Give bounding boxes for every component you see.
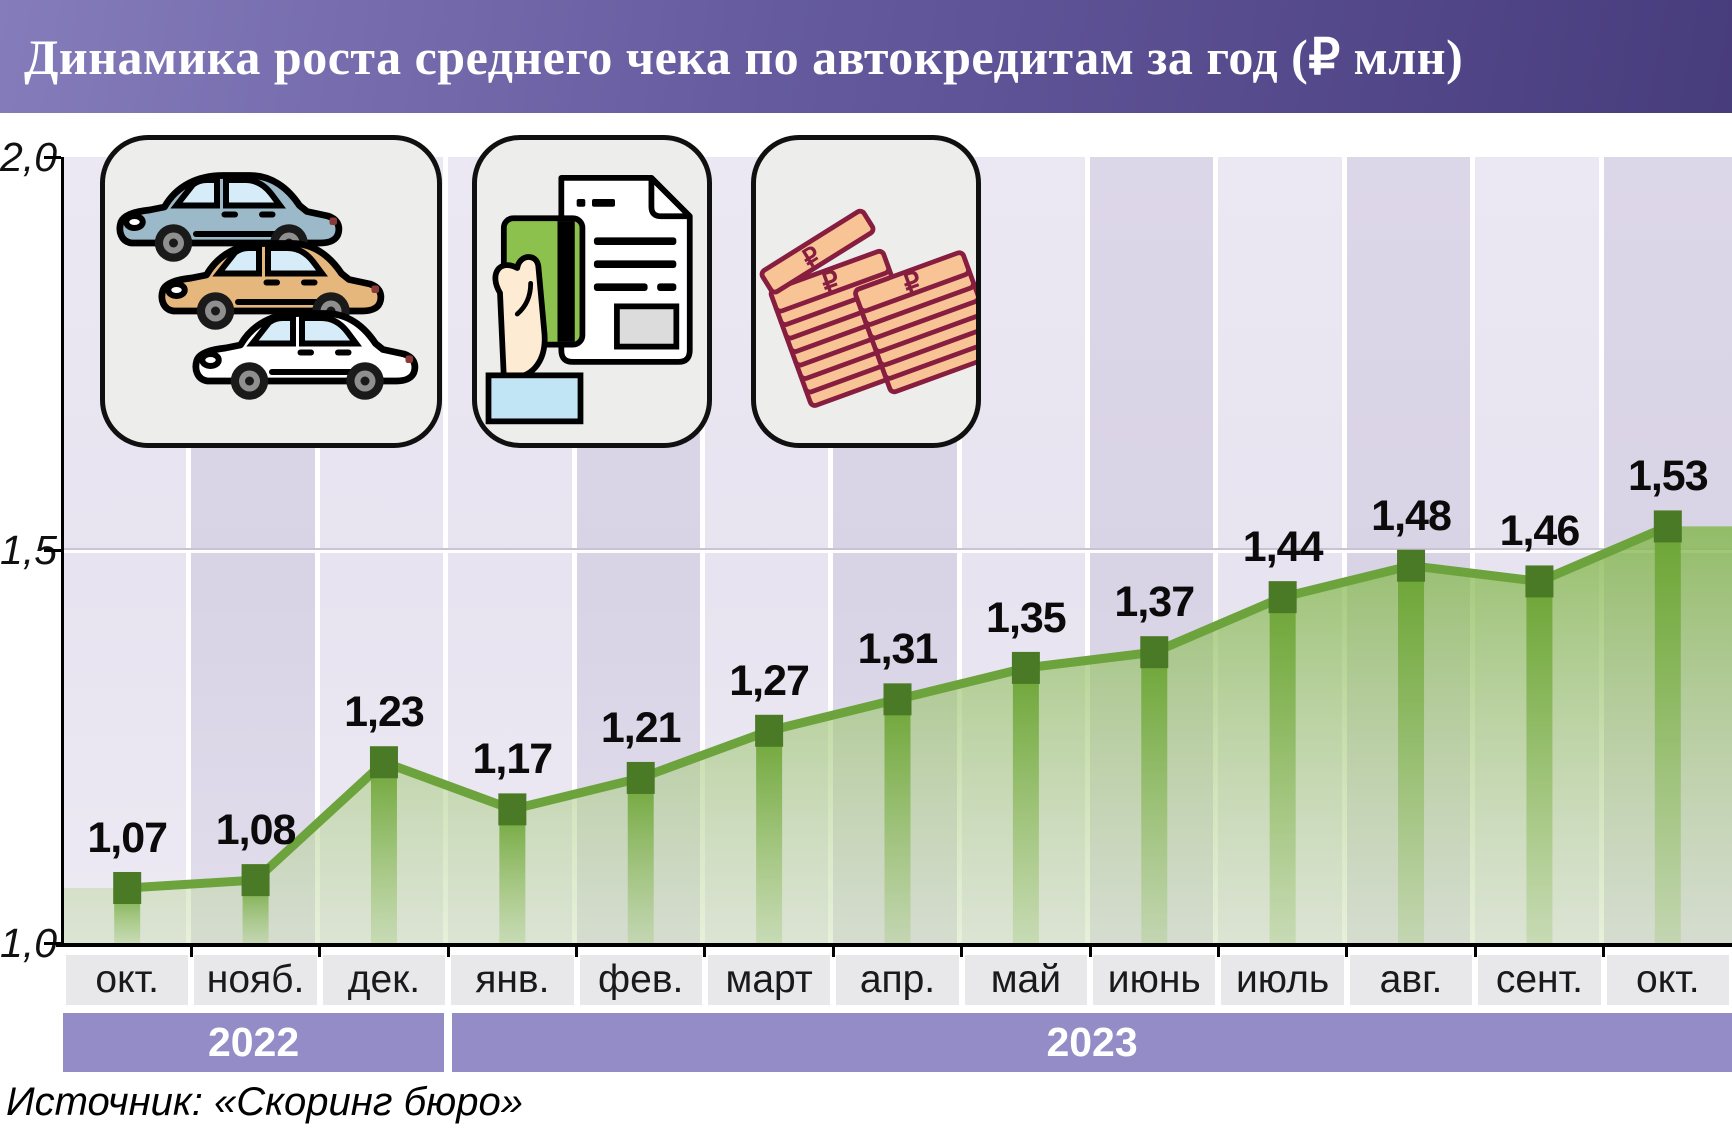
y-tick-mark — [44, 548, 61, 552]
data-point-value: 1,35 — [986, 593, 1067, 642]
x-tick-mark — [703, 947, 707, 957]
x-tick-mark — [446, 947, 450, 957]
x-tick-mark — [318, 947, 322, 957]
point-drop-bar — [1012, 667, 1039, 943]
ruble-banknotes-icon: ₽ ₽ ₽ — [759, 208, 1001, 408]
data-point-marker — [113, 871, 142, 904]
data-point-value: 1,17 — [472, 735, 553, 784]
data-point-value: 1,53 — [1627, 452, 1709, 501]
cars-icon — [116, 172, 419, 400]
data-point-marker — [755, 714, 784, 747]
x-tick-mark — [1216, 947, 1220, 957]
year-band: 2022 2023 — [63, 1013, 1732, 1072]
x-tick-mark — [960, 947, 964, 957]
x-axis-month-label: июль — [1221, 955, 1344, 1005]
x-axis-line — [56, 943, 1732, 947]
data-point-value: 1,48 — [1371, 491, 1452, 540]
credit-card-document-icon-card — [472, 135, 712, 448]
x-axis-month-label: окт. — [1606, 955, 1729, 1005]
x-axis-month-label: май — [964, 955, 1088, 1005]
point-drop-bar — [1654, 526, 1681, 943]
data-point-marker — [1140, 636, 1169, 669]
point-drop-bar — [1526, 581, 1553, 943]
point-drop-bar — [756, 730, 783, 943]
y-axis-line — [61, 157, 64, 947]
x-axis-month-label: июнь — [1093, 955, 1216, 1005]
card-magstripe — [557, 221, 575, 342]
x-axis-month-label: янв. — [451, 955, 574, 1005]
x-axis-month-label: сент. — [1478, 955, 1601, 1005]
data-point-value: 1,44 — [1242, 523, 1324, 572]
point-drop-bar — [884, 699, 911, 943]
point-drop-bar — [1269, 597, 1296, 943]
data-point-value: 1,07 — [87, 813, 168, 862]
title-bar: Динамика роста среднего чека по автокред… — [0, 0, 1732, 113]
point-drop-bar — [1398, 565, 1425, 943]
data-point-marker — [1268, 581, 1297, 614]
line-chart — [63, 510, 1732, 943]
gridline-1-5 — [63, 550, 1732, 553]
y-tick-mark — [44, 155, 61, 159]
source-note: Источник: «Скоринг бюро» — [6, 1080, 523, 1124]
credit-card-document-icon — [485, 175, 693, 425]
data-point-marker — [1525, 565, 1554, 598]
data-point-marker — [1653, 510, 1682, 543]
point-drop-bar — [627, 777, 654, 943]
data-point-value: 1,21 — [600, 703, 682, 752]
x-axis-month-label: фев. — [579, 955, 702, 1005]
x-axis-month-label: авг. — [1349, 955, 1473, 1005]
x-tick-mark — [1602, 947, 1606, 957]
sleeve-cuff — [485, 372, 584, 425]
x-axis-month-label: март — [707, 955, 831, 1005]
x-tick-mark — [831, 947, 835, 957]
data-point-marker — [1011, 651, 1040, 684]
x-axis-month-label: апр. — [836, 955, 959, 1005]
data-point-marker — [1397, 549, 1426, 582]
hand — [492, 254, 548, 381]
money-icon-card: ₽ ₽ ₽ — [751, 135, 1001, 448]
x-tick-mark — [189, 947, 193, 957]
point-drop-bar — [1141, 652, 1168, 943]
data-point-value: 1,46 — [1499, 507, 1581, 556]
x-axis-month-label: нояб. — [194, 955, 317, 1005]
data-point-marker — [498, 793, 527, 826]
x-tick-mark — [1345, 947, 1349, 957]
x-axis-month-label: дек. — [322, 955, 446, 1005]
data-point-value: 1,27 — [729, 656, 810, 705]
x-tick-mark — [1473, 947, 1477, 957]
data-point-value: 1,08 — [215, 806, 297, 855]
gridline-1-5 — [63, 548, 1732, 550]
x-axis-month-label: окт. — [66, 955, 189, 1005]
x-tick-mark — [1088, 947, 1092, 957]
data-point-value: 1,31 — [857, 625, 939, 674]
x-tick-mark — [575, 947, 579, 957]
point-drop-bar — [370, 762, 397, 943]
point-drop-bar — [499, 809, 526, 943]
chart-title: Динамика роста среднего чека по автокред… — [24, 28, 1464, 85]
data-point-marker — [369, 746, 398, 779]
data-point-value: 1,37 — [1114, 578, 1195, 627]
data-point-marker — [241, 864, 270, 897]
year-segment: 2022 — [63, 1013, 445, 1072]
data-point-marker — [626, 761, 655, 794]
document-fold — [648, 175, 693, 220]
cars-icon-card — [100, 135, 442, 448]
document-stamp — [614, 303, 680, 350]
data-point-value: 1,23 — [344, 688, 425, 737]
x-axis-labels: окт. нояб. дек. янв. фев. март апр. май июнь июль… — [63, 955, 1732, 1005]
year-segment: 2023 — [452, 1013, 1732, 1072]
data-point-marker — [883, 683, 912, 716]
y-tick-mark — [44, 941, 61, 945]
